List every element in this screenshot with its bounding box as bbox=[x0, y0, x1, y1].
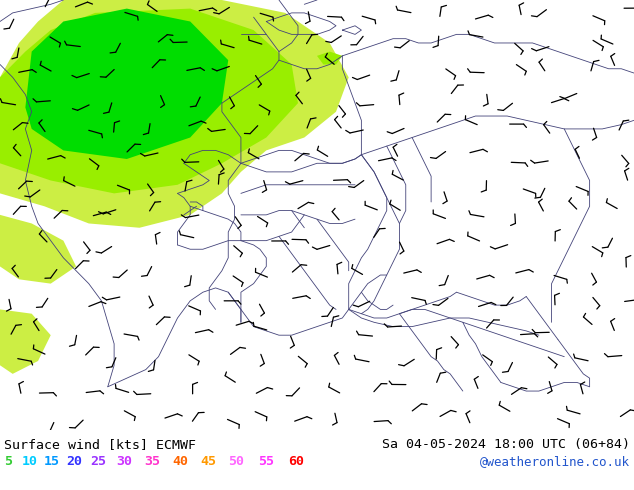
Text: 35: 35 bbox=[144, 455, 160, 468]
Text: 45: 45 bbox=[200, 455, 216, 468]
Text: 60: 60 bbox=[288, 455, 304, 468]
Text: 55: 55 bbox=[258, 455, 274, 468]
Polygon shape bbox=[0, 309, 51, 374]
Text: Surface wind [kts] ECMWF: Surface wind [kts] ECMWF bbox=[4, 438, 196, 451]
Text: 50: 50 bbox=[228, 455, 244, 468]
Text: 20: 20 bbox=[66, 455, 82, 468]
Text: 40: 40 bbox=[172, 455, 188, 468]
Text: 5: 5 bbox=[4, 455, 12, 468]
Text: 25: 25 bbox=[90, 455, 106, 468]
Polygon shape bbox=[0, 215, 76, 284]
Text: @weatheronline.co.uk: @weatheronline.co.uk bbox=[480, 455, 630, 468]
Polygon shape bbox=[317, 51, 342, 65]
Polygon shape bbox=[0, 9, 298, 194]
Text: Sa 04-05-2024 18:00 UTC (06+84): Sa 04-05-2024 18:00 UTC (06+84) bbox=[382, 438, 630, 451]
Polygon shape bbox=[25, 9, 228, 159]
Text: 30: 30 bbox=[116, 455, 132, 468]
Polygon shape bbox=[0, 0, 349, 228]
Text: 10: 10 bbox=[22, 455, 38, 468]
Text: 15: 15 bbox=[44, 455, 60, 468]
